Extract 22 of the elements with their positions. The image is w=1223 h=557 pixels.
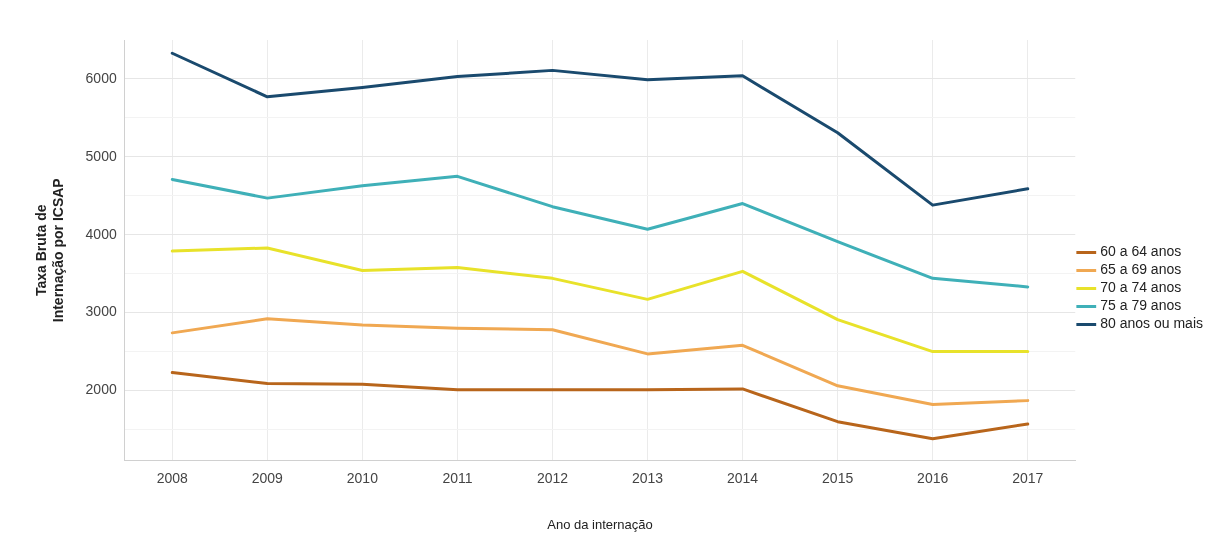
x-tick-label: 2009 — [251, 469, 284, 486]
y-axis-title: Taxa Bruta de Internação por ICSAP — [33, 178, 67, 323]
y-tick-label: 4000 — [85, 225, 117, 242]
legend-label: 65 a 69 anos — [1100, 261, 1182, 278]
x-axis-title: Ano da internação — [547, 516, 653, 532]
x-tick-label: 2014 — [727, 469, 759, 486]
x-tick-label: 2012 — [536, 469, 569, 486]
x-tick-label: 2013 — [631, 469, 664, 486]
y-tick-label: 6000 — [85, 69, 117, 86]
x-tick-label: 2008 — [156, 469, 189, 486]
legend-label: 60 a 64 anos — [1100, 243, 1182, 260]
legend-label: 75 a 79 anos — [1100, 297, 1182, 314]
x-tick-label: 2015 — [822, 469, 854, 486]
y-tick-label: 5000 — [85, 147, 117, 164]
x-tick-label: 2017 — [1012, 469, 1044, 486]
x-tick-label: 2011 — [442, 469, 473, 486]
y-tick-label: 2000 — [85, 381, 117, 398]
y-tick-label: 3000 — [85, 303, 117, 320]
legend-label: 70 a 74 anos — [1100, 279, 1182, 296]
x-tick-label: 2016 — [917, 469, 949, 486]
x-tick-label: 2010 — [346, 469, 379, 486]
legend-label: 80 anos ou mais — [1100, 315, 1203, 332]
